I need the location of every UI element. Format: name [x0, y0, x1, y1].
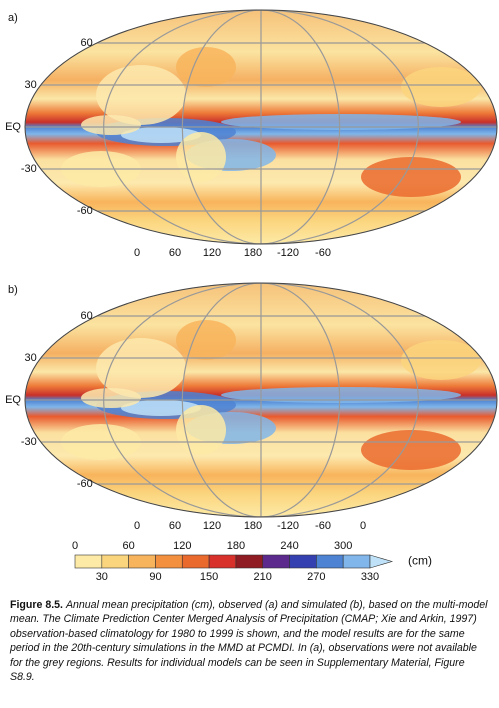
lat-label: EQ [5, 121, 21, 133]
precip-region [176, 405, 226, 455]
precip-region [221, 387, 461, 403]
precip-region [176, 320, 236, 360]
precip-region [96, 338, 186, 398]
colorbar-label: 210 [254, 571, 272, 583]
lat-label: -30 [21, 163, 37, 175]
colorbar-label: 300 [334, 540, 352, 552]
colorbar-swatch [181, 554, 210, 569]
colorbar-swatch [316, 554, 344, 569]
lon-label: -60 [315, 247, 331, 259]
lon-label: 60 [169, 247, 181, 259]
colorbar-label: 180 [227, 540, 245, 552]
colorbar-label: 150 [200, 571, 218, 583]
colorbar-label: 0 [72, 540, 78, 552]
precip-region [121, 400, 201, 416]
colorbar-swatch [262, 554, 290, 569]
colorbar-label: 120 [173, 540, 191, 552]
colorbar-label: 270 [307, 571, 325, 583]
lat-label: 60 [80, 310, 92, 322]
lat-label: 30 [24, 352, 36, 364]
lon-label: 0 [134, 247, 140, 259]
precip-region [401, 67, 481, 107]
colorbar-swatch [235, 554, 264, 569]
colorbar-swatch [289, 554, 317, 569]
map-border [24, 282, 498, 518]
colorbar: 0 60 120 180 240 300 30 90 150 210 270 330 (cm) [72, 540, 432, 583]
precip-region [361, 430, 461, 470]
colorbar-label: 30 [96, 571, 108, 583]
lat-label: -30 [21, 436, 37, 448]
lon-label: 0 [360, 520, 366, 532]
precip-region [361, 157, 461, 197]
precip-region [221, 114, 461, 130]
lon-label: 120 [203, 247, 221, 259]
lat-label: -60 [77, 205, 93, 217]
precip-region [401, 340, 481, 380]
colorbar-swatch [342, 554, 371, 569]
lon-label: 60 [169, 520, 181, 532]
colorbar-label: 330 [361, 571, 379, 583]
lon-label: -120 [277, 247, 299, 259]
colorbar-swatch [208, 554, 237, 569]
map-border [24, 9, 498, 245]
map [25, 10, 497, 244]
colorbar-label: 60 [123, 540, 135, 552]
colorbar-arrow [369, 554, 394, 569]
colorbar-swatch [101, 554, 129, 569]
lon-label: 180 [244, 520, 262, 532]
precip-region [176, 47, 236, 87]
lat-label: 30 [24, 79, 36, 91]
colorbar-label: 90 [149, 571, 161, 583]
precip-region [121, 127, 201, 143]
colorbar-unit: (cm) [408, 554, 432, 568]
caption: Figure 8.5. Annual mean precipitation (c… [10, 598, 488, 684]
caption-label: Figure 8.5. [10, 599, 63, 611]
panel-label: b) [8, 284, 18, 296]
precip-region [96, 65, 186, 125]
lon-label: -120 [277, 520, 299, 532]
colorbar-swatch [74, 554, 103, 569]
precip-region [176, 132, 226, 182]
colorbar-swatch [155, 554, 183, 569]
maps: a) 60 30 EQ -30 -60 0 60 120 180 -120 -60 b) 60 30 EQ -3… [5, 9, 498, 532]
lon-label: -60 [315, 520, 331, 532]
lat-label: -60 [77, 478, 93, 490]
figure: a) 60 30 EQ -30 -60 0 60 120 180 -120 -60 b) 60 30 EQ -3… [5, 9, 498, 583]
panel-label: a) [8, 12, 18, 24]
colorbar-label: 240 [280, 540, 298, 552]
lon-label: 120 [203, 520, 221, 532]
map [25, 283, 497, 517]
colorbar-swatch [128, 554, 156, 569]
caption-text: Annual mean precipitation (cm), observed… [10, 599, 488, 684]
lat-label: 60 [80, 37, 92, 49]
lon-label: 180 [244, 247, 262, 259]
lon-label: 0 [134, 520, 140, 532]
lat-label: EQ [5, 394, 21, 406]
